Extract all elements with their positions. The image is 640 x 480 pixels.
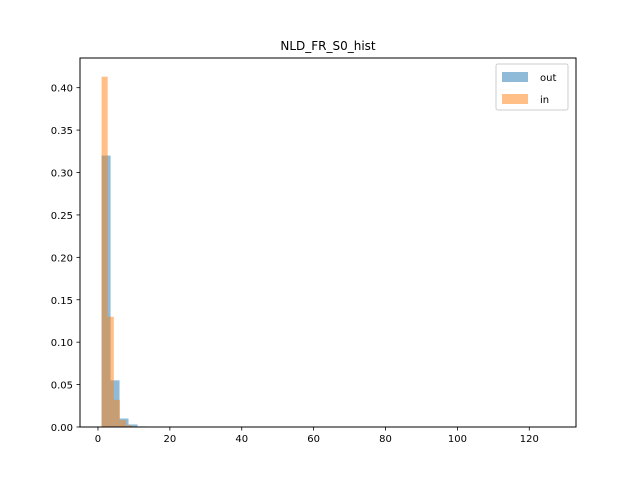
y-tick-label: 0.40: [51, 84, 73, 95]
y-tick-label: 0.25: [51, 211, 73, 222]
bar-out-3: [128, 424, 138, 427]
bar-in-1: [107, 316, 114, 427]
plot-frame: [79, 57, 577, 428]
bar-in-0: [101, 76, 108, 427]
legend-swatch-in: [502, 94, 528, 104]
x-tick-label: 120: [520, 434, 539, 445]
x-tick-label: 0: [95, 434, 101, 445]
y-tick-label: 0.10: [51, 338, 73, 349]
x-tick-label: 60: [307, 434, 320, 445]
y-tick-label: 0.30: [51, 169, 73, 180]
y-tick-label: 0.20: [51, 253, 73, 264]
y-tick-label: 0.15: [51, 296, 73, 307]
bar-in-2: [113, 399, 120, 427]
x-tick-label: 20: [163, 434, 176, 445]
chart-title: NLD_FR_S0_hist: [280, 39, 376, 53]
legend-label-in: in: [540, 95, 549, 106]
legend-label-out: out: [540, 73, 556, 84]
y-axis-ticks: 0.00 0.05 0.10 0.15 0.20 0.25 0.30 0.35 0.40: [51, 84, 80, 434]
x-tick-label: 80: [379, 434, 392, 445]
legend-swatch-out: [502, 72, 528, 82]
x-tick-label: 100: [448, 434, 467, 445]
y-tick-label: 0.05: [51, 381, 73, 392]
y-tick-label: 0.00: [51, 423, 73, 434]
x-tick-label: 40: [235, 434, 248, 445]
bar-in-3: [119, 420, 127, 427]
y-tick-label: 0.35: [51, 126, 73, 137]
bar-in-4: [126, 425, 133, 427]
legend: out in: [495, 63, 569, 111]
x-axis-ticks: 0 20 40 60 80 100 120: [95, 427, 539, 445]
